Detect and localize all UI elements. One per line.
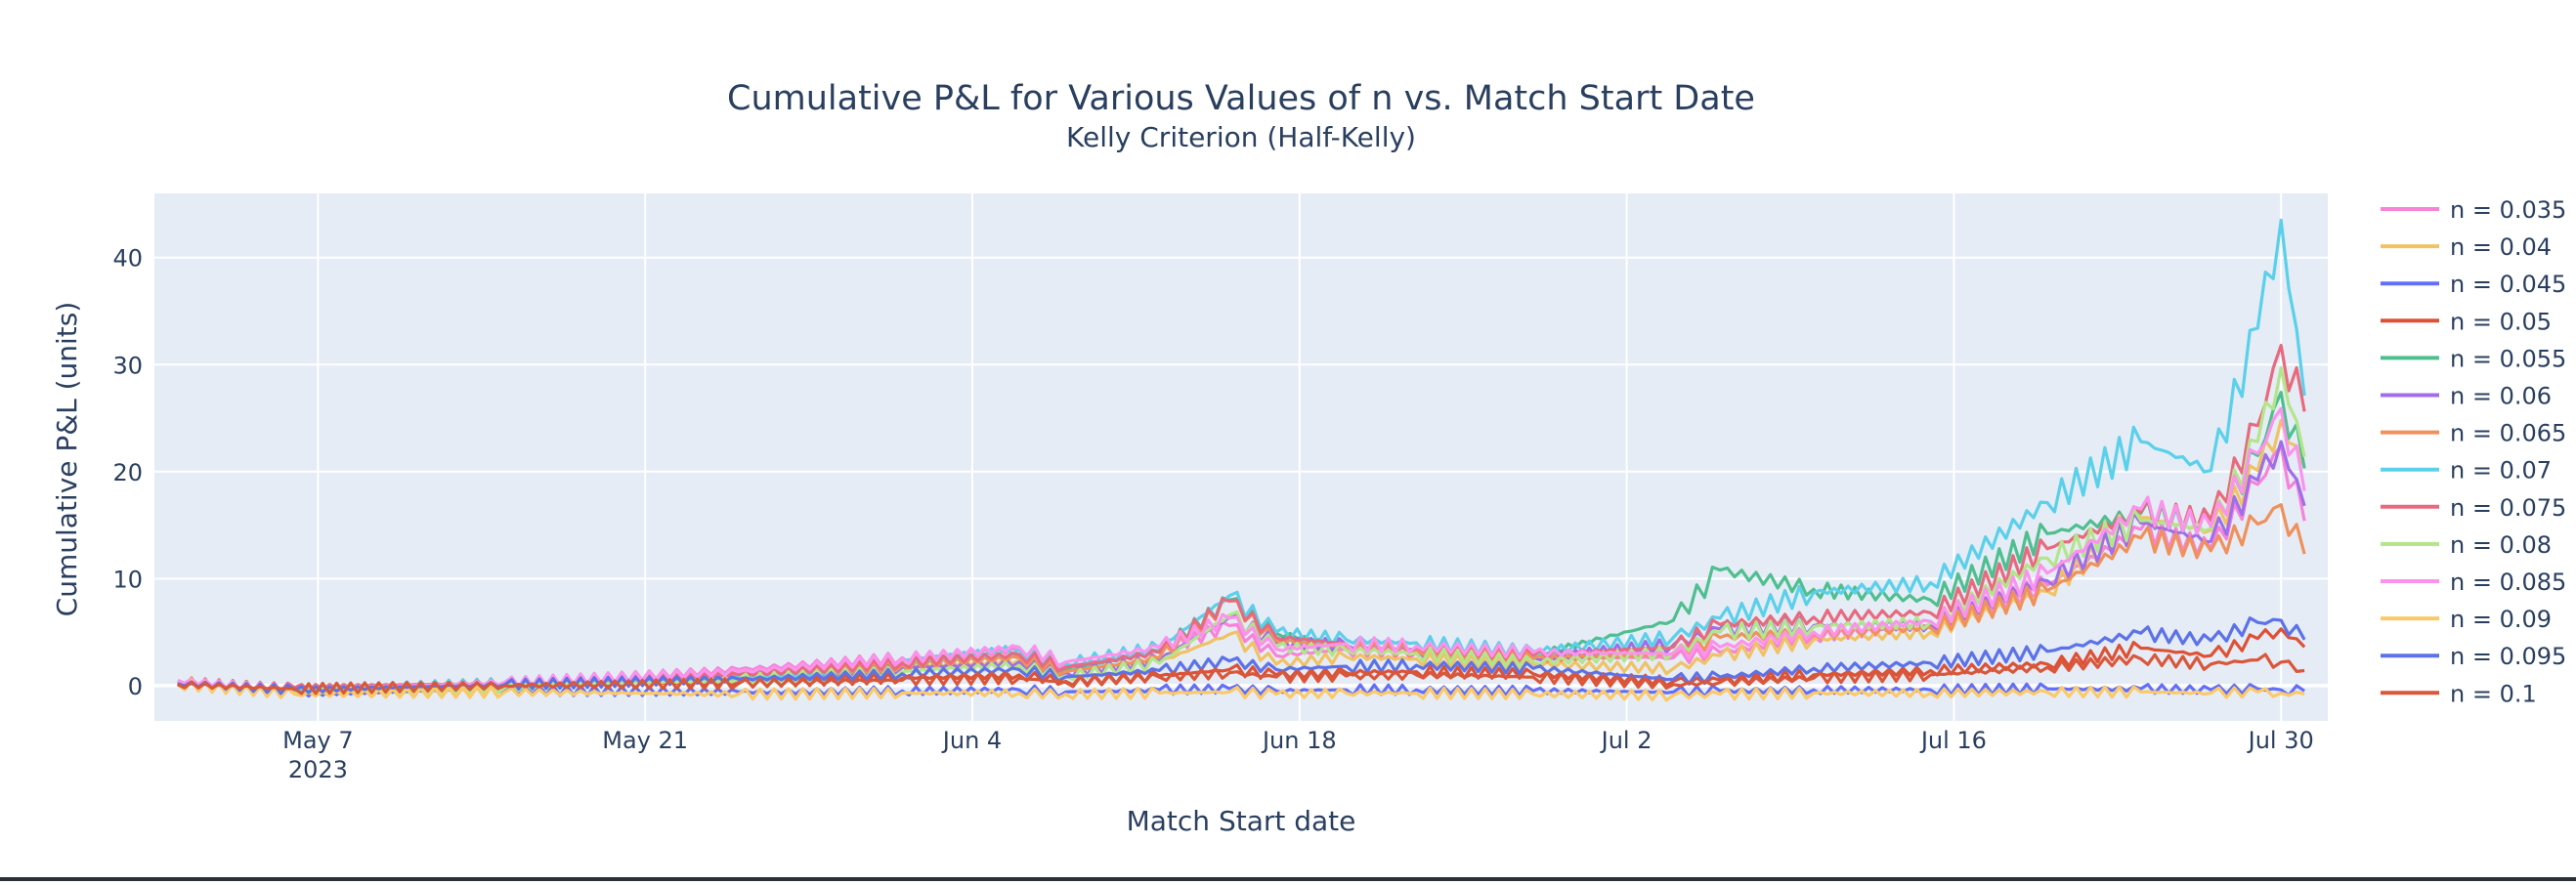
legend-label: n = 0.05	[2450, 308, 2552, 335]
series-line-n-0-09	[176, 679, 2305, 702]
legend-label: n = 0.085	[2450, 569, 2566, 596]
legend-label: n = 0.09	[2450, 606, 2552, 633]
legend-label: n = 0.035	[2450, 196, 2566, 224]
legend-item[interactable]: n = 0.08	[2381, 531, 2552, 559]
legend-item[interactable]: n = 0.035	[2381, 196, 2566, 224]
y-tick-label: 30	[112, 352, 143, 379]
y-tick-label: 10	[112, 566, 143, 593]
legend-item[interactable]: n = 0.09	[2381, 606, 2552, 633]
x-tick-label: Jun 18	[1261, 727, 1337, 754]
legend-label: n = 0.04	[2450, 233, 2552, 261]
legend-item[interactable]: n = 0.045	[2381, 271, 2566, 298]
legend-label: n = 0.07	[2450, 457, 2552, 485]
legend-item[interactable]: n = 0.05	[2381, 308, 2552, 335]
y-tick-label: 0	[128, 673, 143, 700]
x-tick-label: Jul 2	[1600, 727, 1653, 754]
y-tick-label: 20	[112, 459, 143, 486]
legend-label: n = 0.055	[2450, 345, 2566, 372]
x-axis-label: Match Start date	[1127, 805, 1356, 837]
x-tick-label: Jun 4	[941, 727, 1002, 754]
legend-item[interactable]: n = 0.04	[2381, 233, 2552, 261]
legend-item[interactable]: n = 0.1	[2381, 680, 2537, 707]
x-tick-label: Jul 30	[2247, 727, 2314, 754]
y-axis-ticks: 0 10 20 30 40	[112, 245, 143, 700]
legend-label: n = 0.045	[2450, 271, 2566, 298]
bottom-border	[0, 877, 2576, 881]
y-tick-label: 40	[112, 245, 143, 273]
legend[interactable]: n = 0.035 n = 0.04 n = 0.045 n = 0.05 n = 0.…	[2381, 196, 2566, 707]
x-tick-label: Jul 16	[1919, 727, 1987, 754]
x-tick-year-label: 2023	[288, 756, 348, 783]
chart-subtitle: Kelly Criterion (Half-Kelly)	[1066, 121, 1416, 153]
legend-label: n = 0.1	[2450, 680, 2537, 707]
legend-item[interactable]: n = 0.095	[2381, 643, 2566, 670]
legend-label: n = 0.08	[2450, 531, 2552, 559]
y-axis-label: Cumulative P&L (units)	[51, 302, 83, 617]
legend-item[interactable]: n = 0.055	[2381, 345, 2566, 372]
legend-item[interactable]: n = 0.075	[2381, 494, 2566, 522]
series-line-n-0-085	[177, 406, 2306, 695]
series-line-n-0-1	[177, 653, 2305, 695]
legend-label: n = 0.06	[2450, 383, 2552, 410]
chart-title: Cumulative P&L for Various Values of n v…	[727, 79, 1755, 118]
legend-item[interactable]: n = 0.065	[2381, 420, 2566, 447]
series-line-n-0-095	[177, 616, 2306, 695]
x-tick-label: May 21	[602, 727, 688, 754]
legend-item[interactable]: n = 0.06	[2381, 383, 2552, 410]
legend-item[interactable]: n = 0.085	[2381, 569, 2566, 596]
legend-label: n = 0.065	[2450, 420, 2566, 447]
series-lines	[176, 218, 2306, 702]
legend-label: n = 0.095	[2450, 643, 2566, 670]
legend-label: n = 0.075	[2450, 494, 2566, 522]
x-tick-label: May 7	[282, 727, 354, 754]
legend-item[interactable]: n = 0.07	[2381, 457, 2552, 485]
